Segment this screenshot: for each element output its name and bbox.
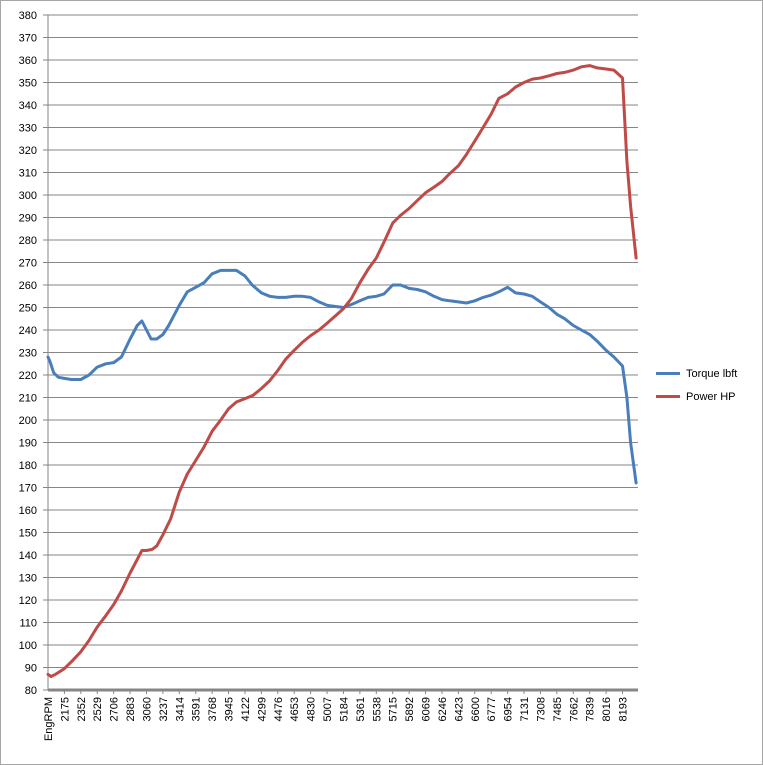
series-layer — [46, 64, 638, 678]
legend-item-power: Power HP — [656, 385, 756, 408]
x-tick-label: 7485 — [552, 697, 564, 721]
y-tick-label: 280 — [19, 235, 37, 247]
y-tick-label: 270 — [19, 258, 37, 270]
legend-item-torque: Torque lbft — [656, 362, 756, 385]
y-tick-labels: 80 90 100 110 120 130 140 150 160 170 180 190 200 210… — [19, 10, 37, 697]
y-tick-label: 130 — [19, 573, 37, 585]
y-tick-label: 200 — [19, 415, 37, 427]
y-tick-label: 310 — [19, 168, 37, 180]
x-tick-label: 2352 — [76, 697, 88, 721]
x-tick-label: 7308 — [535, 697, 547, 721]
series-line-power — [46, 64, 638, 678]
x-tick-label: 8193 — [618, 697, 630, 721]
x-tick-label: 3237 — [158, 697, 170, 721]
x-tick-label: 7131 — [519, 697, 531, 721]
y-tick-label: 150 — [19, 528, 37, 540]
y-tick-label: 120 — [19, 595, 37, 607]
x-tick-label: 5715 — [388, 697, 400, 721]
y-tick-label: 170 — [19, 483, 37, 495]
y-tick-label: 360 — [19, 55, 37, 67]
x-tick-label: 3414 — [174, 697, 186, 721]
x-tick-label: 8016 — [601, 697, 613, 721]
y-tick-label: 160 — [19, 505, 37, 517]
series-line-torque — [46, 268, 638, 485]
y-tick-label: 220 — [19, 370, 37, 382]
y-tick-label: 260 — [19, 280, 37, 292]
x-tick-label: 7839 — [585, 697, 597, 721]
legend: Torque lbft Power HP — [656, 362, 756, 408]
x-tick-label: 2883 — [125, 697, 137, 721]
legend-label-power: Power HP — [686, 390, 736, 403]
y-tick-label: 180 — [19, 460, 37, 472]
y-tick-label: 250 — [19, 303, 37, 315]
y-tick-label: 320 — [19, 145, 37, 157]
x-tick-label: 4830 — [306, 697, 318, 721]
y-tick-label: 290 — [19, 213, 37, 225]
y-tick-label: 140 — [19, 550, 37, 562]
x-tick-label: 3945 — [224, 697, 236, 721]
x-tick-labels: EngRPM 2175 2352 2529 2706 2883 3060 3237 3414 35… — [43, 697, 630, 741]
x-tick-label: 5007 — [322, 697, 334, 721]
y-tick-label: 80 — [25, 685, 37, 697]
x-tick-label: 4122 — [240, 697, 252, 721]
x-tick-label: 3060 — [141, 697, 153, 721]
x-tick-label: 6600 — [470, 697, 482, 721]
y-tick-label: 190 — [19, 438, 37, 450]
axis-layer — [43, 14, 638, 694]
x-tick-label: 3591 — [191, 697, 203, 721]
x-tick-label: 5892 — [404, 697, 416, 721]
x-tick-label: 6954 — [503, 697, 515, 721]
grid-layer — [48, 14, 638, 668]
x-tick-label: 2529 — [92, 697, 104, 721]
x-tick-label: 7662 — [568, 697, 580, 721]
y-tick-label: 230 — [19, 348, 37, 360]
y-tick-label: 110 — [19, 618, 37, 630]
y-tick-label: 100 — [19, 640, 37, 652]
x-tick-label: 6777 — [486, 697, 498, 721]
x-tick-label: 4476 — [273, 697, 285, 721]
x-tick-label: 3768 — [207, 697, 219, 721]
y-tick-label: 90 — [25, 663, 37, 675]
x-tick-label: 6423 — [453, 697, 465, 721]
legend-swatch-torque — [656, 372, 680, 375]
x-tick-label: 5184 — [338, 697, 350, 721]
legend-label-torque: Torque lbft — [686, 367, 738, 380]
x-tick-label: 6069 — [421, 697, 433, 721]
x-tick-label: 5361 — [355, 697, 367, 721]
x-tick-label: 2706 — [109, 697, 121, 721]
y-tick-label: 210 — [19, 393, 37, 405]
legend-swatch-power — [656, 395, 680, 398]
y-tick-label: 340 — [19, 100, 37, 112]
x-tick-label: 4653 — [289, 697, 301, 721]
x-tick-label: 2175 — [59, 697, 71, 721]
y-tick-label: 330 — [19, 123, 37, 135]
y-tick-label: 300 — [19, 190, 37, 202]
y-tick-label: 380 — [19, 10, 37, 22]
y-tick-label: 370 — [19, 33, 37, 45]
x-tick-label: 5538 — [371, 697, 383, 721]
x-tick-label: 4299 — [256, 697, 268, 721]
x-tick-label: EngRPM — [43, 697, 55, 741]
y-tick-label: 240 — [19, 325, 37, 337]
y-tick-label: 350 — [19, 78, 37, 90]
x-tick-label: 6246 — [437, 697, 449, 721]
